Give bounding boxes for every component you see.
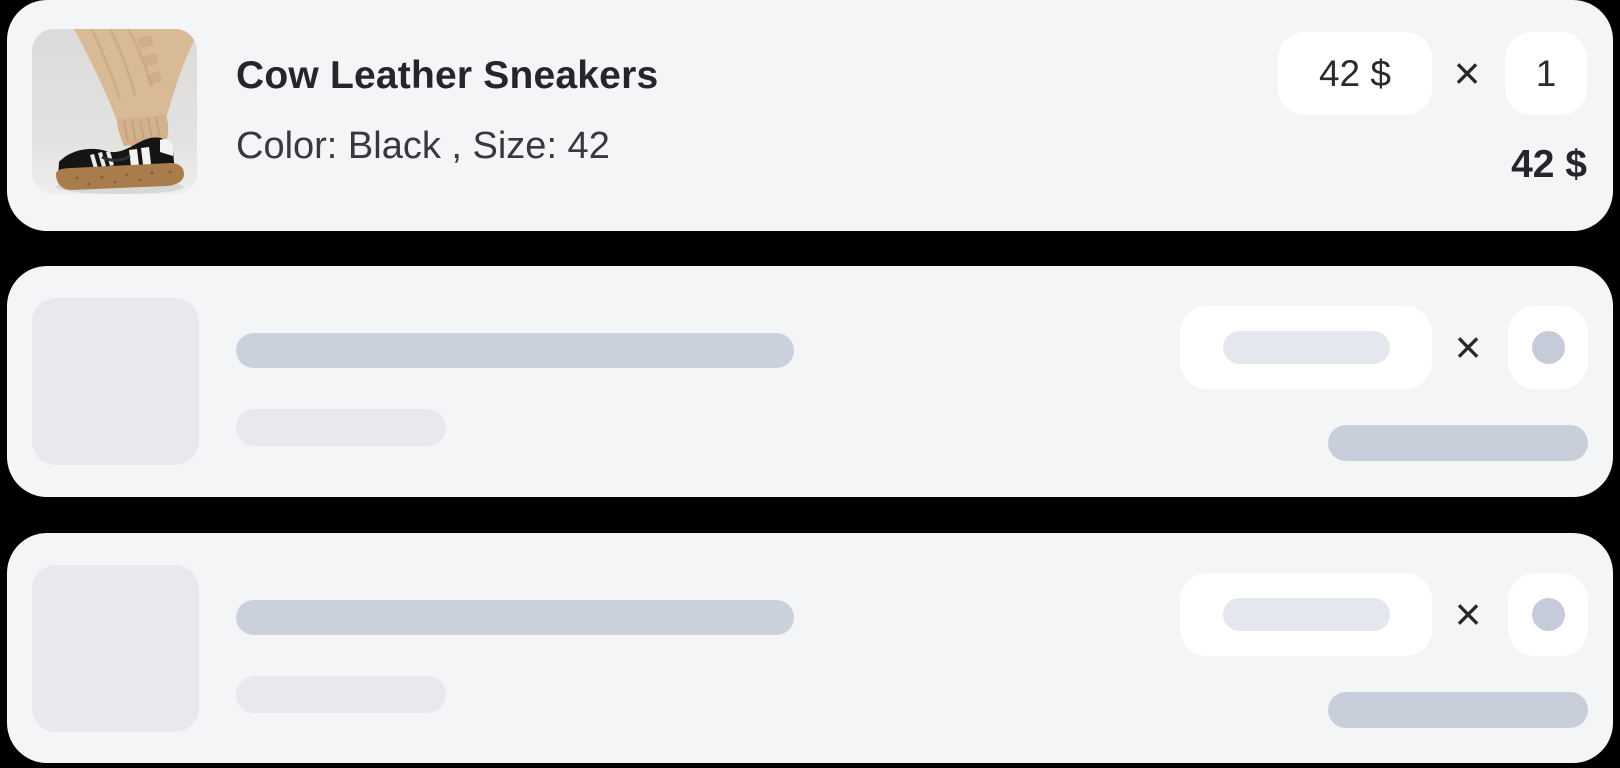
skeleton-quantity-box <box>1508 573 1588 656</box>
skeleton-product-image <box>32 298 199 465</box>
skeleton-attributes-bar <box>236 676 446 713</box>
skeleton-quantity-dot <box>1531 331 1565 364</box>
product-title: Cow Leather Sneakers <box>236 54 659 97</box>
multiply-icon: × <box>1454 588 1482 640</box>
skeleton-attributes-bar <box>236 409 446 446</box>
skeleton-quantity-box <box>1508 306 1588 389</box>
unit-price-pill: 42 $ <box>1278 32 1432 115</box>
skeleton-quantity-dot <box>1531 598 1565 631</box>
quantity-box[interactable]: 1 <box>1505 32 1587 115</box>
skeleton-product-image <box>32 565 199 732</box>
skeleton-unit-price-pill <box>1180 573 1432 656</box>
skeleton-title-bar <box>236 333 794 368</box>
cart-item-skeleton-card: × <box>7 266 1613 497</box>
cart-item-card: Cow Leather Sneakers Color: Black , Size… <box>7 0 1613 231</box>
product-image[interactable] <box>32 29 197 194</box>
multiply-icon: × <box>1454 321 1482 373</box>
skeleton-price-bar <box>1222 331 1390 364</box>
skeleton-line-total-bar <box>1328 692 1588 728</box>
multiply-icon: × <box>1453 47 1481 99</box>
skeleton-line-total-bar <box>1328 425 1588 461</box>
line-total: 42 $ <box>1511 143 1587 186</box>
unit-price-value: 42 $ <box>1318 52 1391 94</box>
skeleton-price-bar <box>1222 598 1390 631</box>
product-photo-sneakers <box>32 29 197 194</box>
skeleton-unit-price-pill <box>1180 306 1432 389</box>
quantity-value: 1 <box>1535 52 1557 94</box>
product-attributes: Color: Black , Size: 42 <box>236 125 610 167</box>
skeleton-title-bar <box>236 600 794 635</box>
cart-item-skeleton-card: × <box>7 533 1613 763</box>
